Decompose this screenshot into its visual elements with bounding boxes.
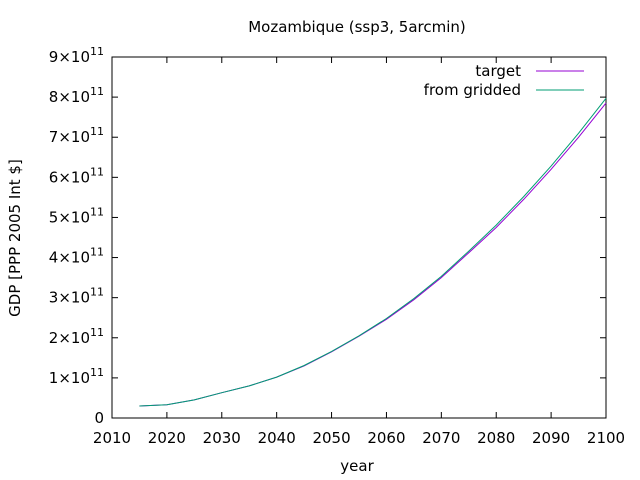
x-tick-label: 2060 xyxy=(367,429,405,447)
y-tick-exponent: 11 xyxy=(90,165,104,178)
y-tick-exponent: 11 xyxy=(90,366,104,379)
y-tick-mantissa: 4×10 xyxy=(49,249,90,267)
y-tick-exponent: 11 xyxy=(90,125,104,138)
x-axis-ticks: 2010 2020 2030 2040 2050 2060 2070 2080 2090 2100 xyxy=(93,57,625,447)
y-tick-label: 8×1011 xyxy=(49,85,104,106)
y-tick-label: 1×1011 xyxy=(49,366,104,387)
y-tick-label: 6×1011 xyxy=(49,165,104,186)
y-tick-mantissa: 8×10 xyxy=(49,88,90,106)
series-lines xyxy=(139,97,607,407)
y-tick-label: 7×1011 xyxy=(49,125,104,146)
x-tick-label: 2020 xyxy=(148,429,186,447)
x-axis-label: year xyxy=(340,457,374,475)
y-tick-mantissa: 3×10 xyxy=(49,289,90,307)
x-tick-label: 2010 xyxy=(93,429,131,447)
y-tick-mantissa: 6×10 xyxy=(49,168,90,186)
y-tick-mantissa: 0 xyxy=(94,409,104,427)
y-tick-label: 2×1011 xyxy=(49,326,104,347)
x-tick-label: 2070 xyxy=(422,429,460,447)
y-tick-exponent: 11 xyxy=(90,45,104,58)
y-tick-mantissa: 9×10 xyxy=(49,48,90,66)
chart-title: Mozambique (ssp3, 5arcmin) xyxy=(248,18,466,36)
y-tick-exponent: 11 xyxy=(90,286,104,299)
y-tick-label: 0 xyxy=(94,409,104,427)
legend-label: target xyxy=(475,62,521,80)
plot-frame xyxy=(111,56,607,419)
y-tick-mantissa: 7×10 xyxy=(49,128,90,146)
y-tick-mantissa: 1×10 xyxy=(49,369,90,387)
x-tick-label: 2040 xyxy=(258,429,296,447)
y-tick-label: 5×1011 xyxy=(49,205,104,226)
y-tick-exponent: 11 xyxy=(90,246,104,259)
y-tick-exponent: 11 xyxy=(90,326,104,339)
x-tick-label: 2030 xyxy=(203,429,241,447)
series-line-1 xyxy=(139,97,607,407)
legend-label: from gridded xyxy=(424,81,521,99)
y-tick-exponent: 11 xyxy=(90,205,104,218)
y-tick-mantissa: 5×10 xyxy=(49,208,90,226)
y-tick-label: 3×1011 xyxy=(49,286,104,307)
y-tick-label: 9×1011 xyxy=(49,45,104,66)
x-tick-label: 2050 xyxy=(312,429,350,447)
y-tick-mantissa: 2×10 xyxy=(49,329,90,347)
x-tick-label: 2080 xyxy=(477,429,515,447)
y-axis-label: GDP [PPP 2005 Int $] xyxy=(6,159,24,317)
y-axis-ticks: 01×10112×10113×10114×10115×10116×10117×1… xyxy=(49,45,606,427)
x-tick-label: 2100 xyxy=(587,429,625,447)
y-tick-exponent: 11 xyxy=(90,85,104,98)
y-tick-label: 4×1011 xyxy=(49,246,104,267)
series-line-0 xyxy=(139,102,607,407)
x-tick-label: 2090 xyxy=(532,429,570,447)
